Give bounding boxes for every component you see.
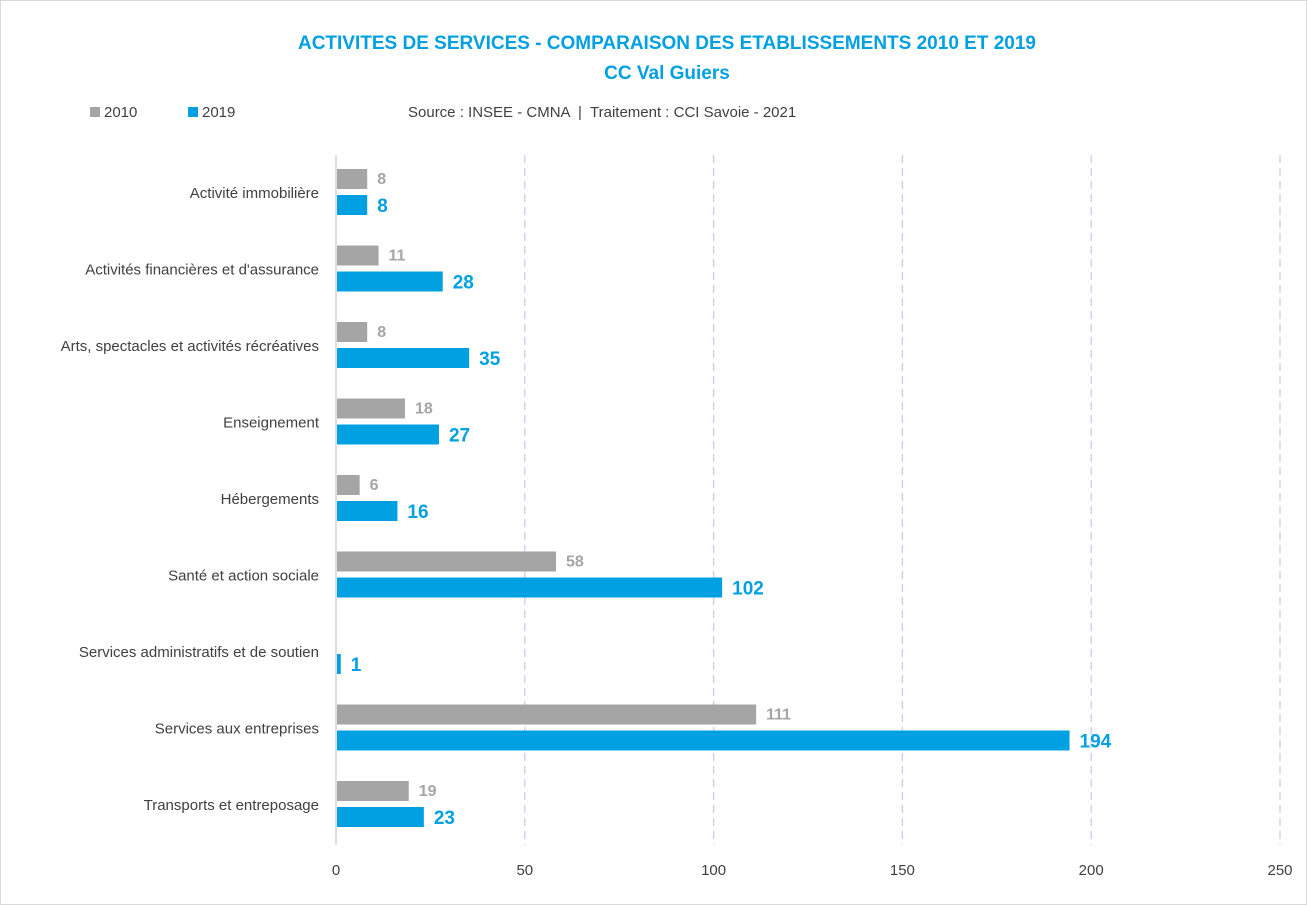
data-label-2010-4: 6 xyxy=(370,477,379,494)
legend-label-2019: 2019 xyxy=(202,104,236,121)
data-label-2019-0: 8 xyxy=(377,196,388,217)
category-label-6: Services administratifs et de soutien xyxy=(79,644,319,661)
bar-2019-4 xyxy=(337,501,398,521)
legend-swatch-2019 xyxy=(188,107,198,117)
bar-2010-4 xyxy=(337,475,360,495)
bar-2019-3 xyxy=(337,424,439,445)
chart-title: ACTIVITES DE SERVICES - COMPARAISON DES … xyxy=(297,33,1036,54)
data-label-2019-6: 1 xyxy=(351,655,362,676)
data-label-2010-7: 111 xyxy=(766,707,791,724)
data-label-2010-2: 8 xyxy=(377,324,386,341)
chart-subtitle: CC Val Guiers xyxy=(604,63,730,84)
bar-2019-8 xyxy=(337,807,424,827)
data-label-2010-8: 19 xyxy=(419,783,437,800)
category-label-4: Hébergements xyxy=(221,491,319,508)
bar-2019-7 xyxy=(337,730,1070,751)
x-tick-label-0: 0 xyxy=(332,862,340,879)
data-label-2019-8: 23 xyxy=(434,808,455,829)
data-label-2019-7: 194 xyxy=(1080,732,1112,753)
x-tick-label-50: 50 xyxy=(516,862,533,879)
bar-2019-2 xyxy=(337,348,470,368)
x-tick-label-100: 100 xyxy=(701,862,726,879)
bar-2010-7 xyxy=(337,704,757,725)
x-tick-label-200: 200 xyxy=(1079,862,1104,879)
bar-2019-0 xyxy=(337,195,368,215)
data-label-2010-3: 18 xyxy=(415,401,433,418)
data-label-2010-0: 8 xyxy=(377,171,386,188)
legend-item-2010: 2010 xyxy=(90,104,137,121)
category-label-8: Transports et entreposage xyxy=(144,797,319,814)
bar-2019-1 xyxy=(337,271,443,292)
bar-2010-8 xyxy=(337,781,409,801)
category-label-7: Services aux entreprises xyxy=(155,721,319,738)
bar-2010-1 xyxy=(337,245,379,266)
data-label-2019-4: 16 xyxy=(407,502,428,523)
chart-source: Source : INSEE - CMNA | Traitement : CCI… xyxy=(408,104,797,121)
data-label-2010-1: 11 xyxy=(389,248,406,265)
x-tick-label-150: 150 xyxy=(890,862,915,879)
category-label-0: Activité immobilière xyxy=(190,185,319,202)
data-label-2019-2: 35 xyxy=(479,349,501,370)
bar-2019-6 xyxy=(337,654,341,674)
data-label-2019-1: 28 xyxy=(453,273,474,294)
bar-2019-5 xyxy=(337,577,723,598)
bar-2010-3 xyxy=(337,398,405,419)
bar-2010-5 xyxy=(337,551,557,572)
category-label-3: Enseignement xyxy=(223,415,320,432)
data-label-2019-5: 102 xyxy=(732,579,764,600)
data-label-2019-3: 27 xyxy=(449,426,470,447)
legend-swatch-2010 xyxy=(90,107,100,117)
category-label-1: Activités financières et d'assurance xyxy=(85,262,319,279)
legend-item-2019: 2019 xyxy=(188,104,235,121)
legend-label-2010: 2010 xyxy=(104,104,138,121)
bar-2010-0 xyxy=(337,169,368,189)
bar-2010-2 xyxy=(337,322,368,342)
data-label-2010-5: 58 xyxy=(566,554,584,571)
category-label-5: Santé et action sociale xyxy=(168,568,319,585)
category-label-2: Arts, spectacles et activités récréative… xyxy=(61,338,319,355)
x-tick-label-250: 250 xyxy=(1267,862,1292,879)
